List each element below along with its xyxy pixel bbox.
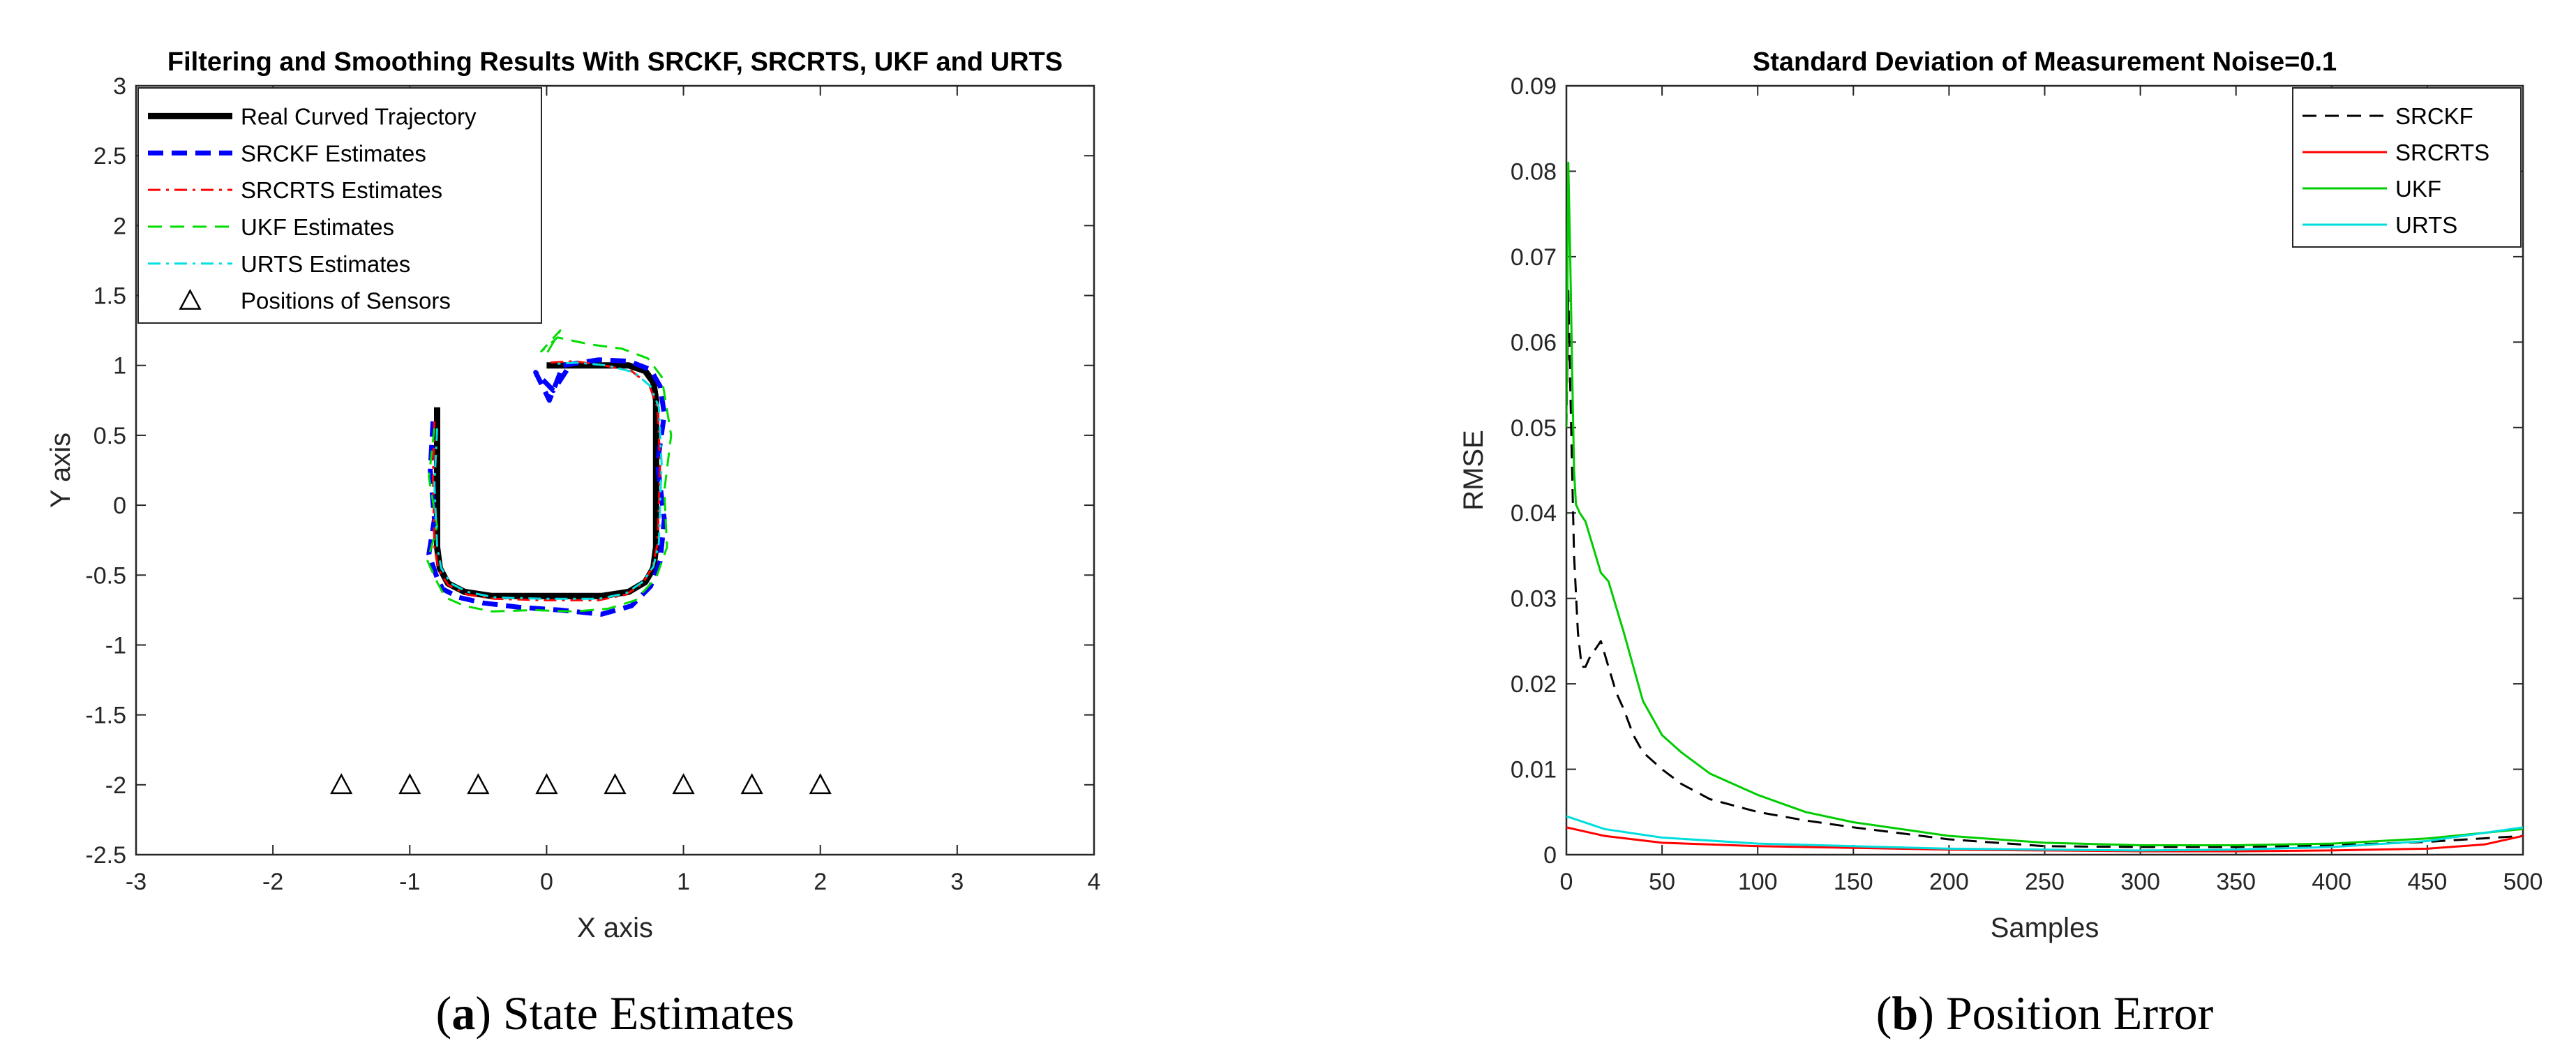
series-ukf (1566, 161, 2523, 846)
x-tick-label: 1 (677, 869, 690, 895)
x-tick-label: -1 (399, 869, 420, 895)
series-urts (1566, 815, 2523, 852)
y-tick-label: 0.05 (1511, 415, 1557, 442)
caption-text: State Estimates (503, 987, 794, 1040)
legend-label: Real Curved Trajectory (241, 103, 477, 129)
y-tick-label: 0.01 (1511, 757, 1557, 784)
sensor-marker (467, 773, 490, 795)
caption-close-paren: ) (475, 987, 503, 1040)
x-axis-label: X axis (577, 913, 653, 943)
series-line (433, 361, 663, 600)
sensor-marker (398, 773, 421, 795)
series-line (1566, 290, 2523, 848)
chart-panel-b: 0 50 100 150 200 250 300 350 400 450 500 0 0.01 0.02 0… (1458, 47, 2543, 1040)
x-tick-label: 0 (540, 869, 553, 895)
y-tick-label: 0.06 (1511, 329, 1557, 356)
sensor-marker (330, 773, 353, 795)
y-tick-label: 0.09 (1511, 73, 1557, 100)
y-tick-label: 0.04 (1511, 500, 1557, 527)
y-tick-label: 2 (113, 213, 126, 239)
y-tick-label: -2.5 (85, 842, 126, 869)
chart-title: Standard Deviation of Measurement Noise=… (1753, 47, 2337, 77)
caption-label: a (451, 987, 475, 1040)
y-axis-label: RMSE (1458, 430, 1489, 511)
x-tick-label: 450 (2408, 869, 2448, 895)
y-tick-label: -1.5 (85, 703, 126, 729)
caption: (b) Position Error (1876, 987, 2214, 1040)
legend-label: Positions of Sensors (241, 288, 451, 314)
x-tick-label: 300 (2120, 869, 2160, 895)
chart-title: Filtering and Smoothing Results With SRC… (167, 47, 1063, 77)
legend: Real Curved Trajectory SRCKF Estimates SRC… (137, 87, 542, 324)
series-line (1566, 815, 2523, 852)
sensor-marker (604, 773, 627, 795)
sensor-marker (672, 773, 695, 795)
y-tick-label: 0.02 (1511, 671, 1557, 698)
sensor-marker (740, 773, 763, 795)
caption-label: b (1892, 987, 1918, 1040)
series-srcrts-estimates (432, 360, 661, 601)
y-tick-label: 3 (113, 73, 126, 100)
y-tick-label: 0 (113, 493, 126, 519)
caption: (a) State Estimates (436, 987, 795, 1040)
x-tick-label: 500 (2503, 869, 2543, 895)
series-srckf-estimates (426, 357, 667, 617)
legend-label: SRCKF (2395, 103, 2473, 129)
series-line (426, 329, 673, 613)
x-tick-label: 3 (950, 869, 964, 895)
y-tick-label: 2.5 (93, 143, 126, 170)
x-tick-label: -3 (126, 869, 147, 895)
y-tick-label: 1.5 (93, 283, 126, 310)
x-tick-label: -2 (262, 869, 283, 895)
y-tick-label: 0.07 (1511, 244, 1557, 271)
series-srckf (1566, 290, 2523, 848)
legend-label: SRCRTS Estimates (241, 177, 442, 203)
series-positions-of-sensors (330, 773, 832, 795)
series-urts-estimates (433, 361, 663, 600)
x-tick-label: 200 (1929, 869, 1969, 895)
legend-box (137, 87, 542, 324)
legend-label: UKF (2395, 176, 2441, 202)
series-line (426, 357, 667, 617)
caption-close-paren: ) (1918, 987, 1946, 1040)
chart-panel-a: -3 -2 -1 0 1 2 3 4 -2.5 -2 -1.5 -1 -0.5 0 0.5 1 1.5 2 2.5 3… (45, 47, 1100, 1040)
y-tick-label: -1 (105, 632, 126, 659)
caption-text: Position Error (1946, 987, 2214, 1040)
caption-open-paren: ( (436, 987, 452, 1040)
legend-box (2292, 87, 2522, 248)
x-tick-label: 0 (1560, 869, 1573, 895)
series-ukf-estimates (426, 329, 673, 613)
legend-label: UKF Estimates (241, 214, 394, 240)
y-tick-label: 0.08 (1511, 158, 1557, 185)
legend-label: URTS Estimates (241, 251, 410, 277)
y-tick-label: 0.5 (93, 423, 126, 449)
x-tick-label: 4 (1088, 869, 1101, 895)
legend: SRCKF SRCRTS UKF URTS (2292, 87, 2522, 248)
y-tick-label: -0.5 (85, 562, 126, 589)
y-tick-label: 0 (1543, 842, 1557, 869)
series-line (1566, 161, 2523, 846)
series-line (432, 360, 661, 601)
legend-label: URTS (2395, 212, 2457, 238)
legend-marker (179, 288, 202, 310)
x-axis-label: Samples (1991, 913, 2099, 943)
x-tick-label: 350 (2216, 869, 2256, 895)
y-tick-label: 1 (113, 353, 126, 380)
y-tick-label: -2 (105, 772, 126, 799)
x-tick-label: 150 (1834, 869, 1873, 895)
caption-open-paren: ( (1876, 987, 1892, 1040)
y-axis-label: Y axis (45, 433, 76, 508)
x-tick-label: 50 (1649, 869, 1675, 895)
sensor-marker (809, 773, 832, 795)
sensor-marker (535, 773, 558, 795)
legend-label: SRCRTS (2395, 140, 2489, 165)
x-tick-label: 100 (1738, 869, 1778, 895)
legend-label: SRCKF Estimates (241, 140, 426, 166)
y-tick-label: 0.03 (1511, 586, 1557, 613)
x-tick-label: 250 (2025, 869, 2065, 895)
x-tick-label: 400 (2312, 869, 2351, 895)
x-tick-label: 2 (814, 869, 827, 895)
